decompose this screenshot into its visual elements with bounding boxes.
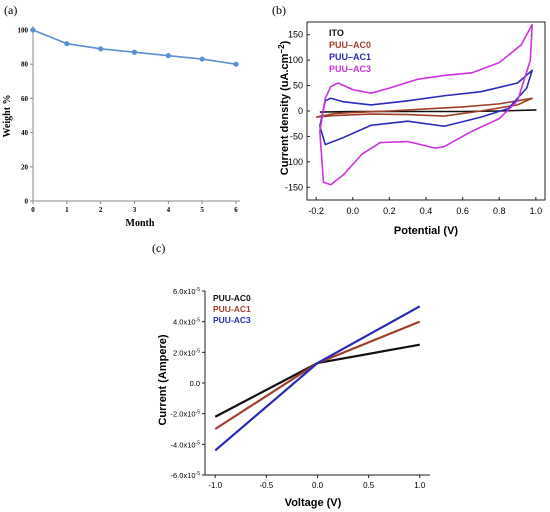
panel-c-line [214, 305, 421, 452]
panel-b-legend-entry: ITO [329, 28, 344, 38]
panel-b-xtick-label: 0.2 [383, 206, 396, 216]
panel-a-xtick-label: 5 [200, 206, 204, 214]
panel-a-point [165, 53, 171, 59]
panel-b-line [316, 97, 533, 118]
panel-a-point [30, 27, 36, 33]
panel-b-series [316, 23, 537, 186]
panel-c-xtick-label: -0.5 [259, 481, 273, 490]
panel-b-xtick-label: 0.6 [456, 206, 469, 216]
panel-a-xtick-label: 4 [167, 206, 171, 214]
panel-c-label: (c) [152, 241, 165, 255]
panel-c-ytick-label: -4.0x10-5 [171, 440, 201, 449]
panel-c-line [214, 343, 420, 418]
panel-c-line [214, 320, 421, 430]
panel-b-xtick-label: 0.4 [420, 206, 433, 216]
panel-c-xtick-label: -1.0 [208, 481, 222, 490]
panel-a-xlabel: Month [126, 218, 155, 229]
panel-c-series [214, 305, 421, 452]
panel-c-ytick-label: 6.0x10-5 [173, 287, 200, 296]
panel-b-xtick-label: 1.0 [530, 206, 543, 216]
panel-c-ticks: -1.0 -0.5 0.0 0.5 1.0 6.0x10-5 4.0x10-5 2.0x10-… [171, 287, 426, 490]
panel-b-ticks: -0.2 0.0 0.2 0.4 0.6 0.8 1.0 -150 -100 -50 0 50 100 1… [285, 30, 542, 216]
panel-b-legend-entry: PUU–AC0 [329, 40, 371, 50]
panel-c-xtick-label: 1.0 [414, 481, 426, 490]
panel-c-ytick-label: -6.0x10-5 [171, 471, 201, 480]
panel-b-ytick-label: -150 [285, 182, 303, 192]
panel-b-ytick-label: 100 [288, 55, 303, 65]
panel-a-ytick-label: 100 [18, 27, 29, 35]
panel-c-xlabel: Voltage (V) [285, 497, 342, 509]
panel-b-ytick-label: 0 [298, 106, 303, 116]
panel-a-xtick-label: 1 [65, 206, 69, 214]
panel-a-xtick-label: 6 [234, 206, 238, 214]
panel-a-line [32, 29, 237, 65]
panel-b-ytick-label: 150 [288, 30, 303, 40]
panel-b-ylabel-main: Current density (uA.cm [279, 53, 291, 175]
panel-a-point [98, 46, 104, 52]
panel-a-point [131, 49, 138, 55]
panel-b-xlabel: Potential (V) [394, 225, 459, 237]
panel-b: (b) -0.2 0.0 0.2 0.4 0.6 0.8 1.0 -150 -100 -50 0 50… [272, 3, 546, 237]
panel-a-xtick-label: 0 [31, 206, 35, 214]
panel-b-ylabel-sup: −2 [277, 44, 286, 54]
panel-b-xtick-label: 0.8 [493, 206, 506, 216]
panel-c-legend-entry: PUU-AC1 [213, 304, 251, 314]
panel-a-ylabel: Weight % [2, 94, 13, 137]
panel-c-legend-entry: PUU-AC0 [213, 293, 251, 303]
panel-b-xtick-label: 0.0 [347, 206, 360, 216]
panel-c-ylabel: Current (Ampere) [157, 334, 169, 425]
panel-b-ytick-label: -50 [290, 131, 303, 141]
panel-c-ytick-label: 2.0x10-5 [173, 348, 200, 357]
panel-b-ytick-label: -100 [285, 157, 303, 167]
panel-c-xtick-label: 0.5 [363, 481, 375, 490]
panel-a-point [199, 56, 205, 62]
panel-b-label: (b) [272, 3, 286, 17]
panel-c-legend-entry: PUU-AC3 [213, 315, 251, 325]
panel-a-ytick-label: 0 [25, 198, 29, 206]
panel-a-ytick-label: 40 [21, 129, 29, 137]
panel-b-line [319, 69, 533, 146]
panel-b-xtick-label: -0.2 [308, 206, 324, 216]
panel-a-series [30, 27, 239, 67]
panel-a-label: (a) [4, 3, 17, 17]
panel-b-ylabel-close: ) [279, 40, 291, 44]
panel-c: (c) -1.0 -0.5 0.0 0.5 1.0 6.0x10-5 4.0x10-5 2.0… [152, 241, 430, 509]
panel-c-ytick-label: 4.0x10-5 [173, 318, 200, 327]
panel-a-point [233, 61, 239, 67]
panel-b-legend: ITO PUU–AC0 PUU–AC1 PUU–AC3 [329, 28, 371, 74]
panel-c-ytick-label: 0.0 [190, 379, 200, 388]
panel-b-legend-entry: PUU–AC3 [329, 64, 371, 74]
panel-a-ytick-label: 60 [21, 95, 29, 103]
panel-a-xtick-label: 2 [99, 206, 103, 214]
panel-b-ytick-label: 50 [293, 81, 303, 91]
panel-a-xtick-label: 3 [133, 206, 137, 214]
panel-b-ylabel: Current density (uA.cm−2) [277, 40, 291, 175]
panel-b-line [319, 23, 533, 186]
panel-a-ytick-label: 20 [21, 163, 29, 171]
panel-c-xtick-label: 0.0 [312, 481, 324, 490]
panel-b-legend-entry: PUU–AC1 [329, 52, 371, 62]
panel-a-point [64, 41, 70, 47]
panel-a-axes [32, 26, 240, 202]
panel-c-ytick-label: -2.0x10-5 [171, 410, 201, 419]
panel-a-ytick-label: 80 [21, 61, 29, 69]
